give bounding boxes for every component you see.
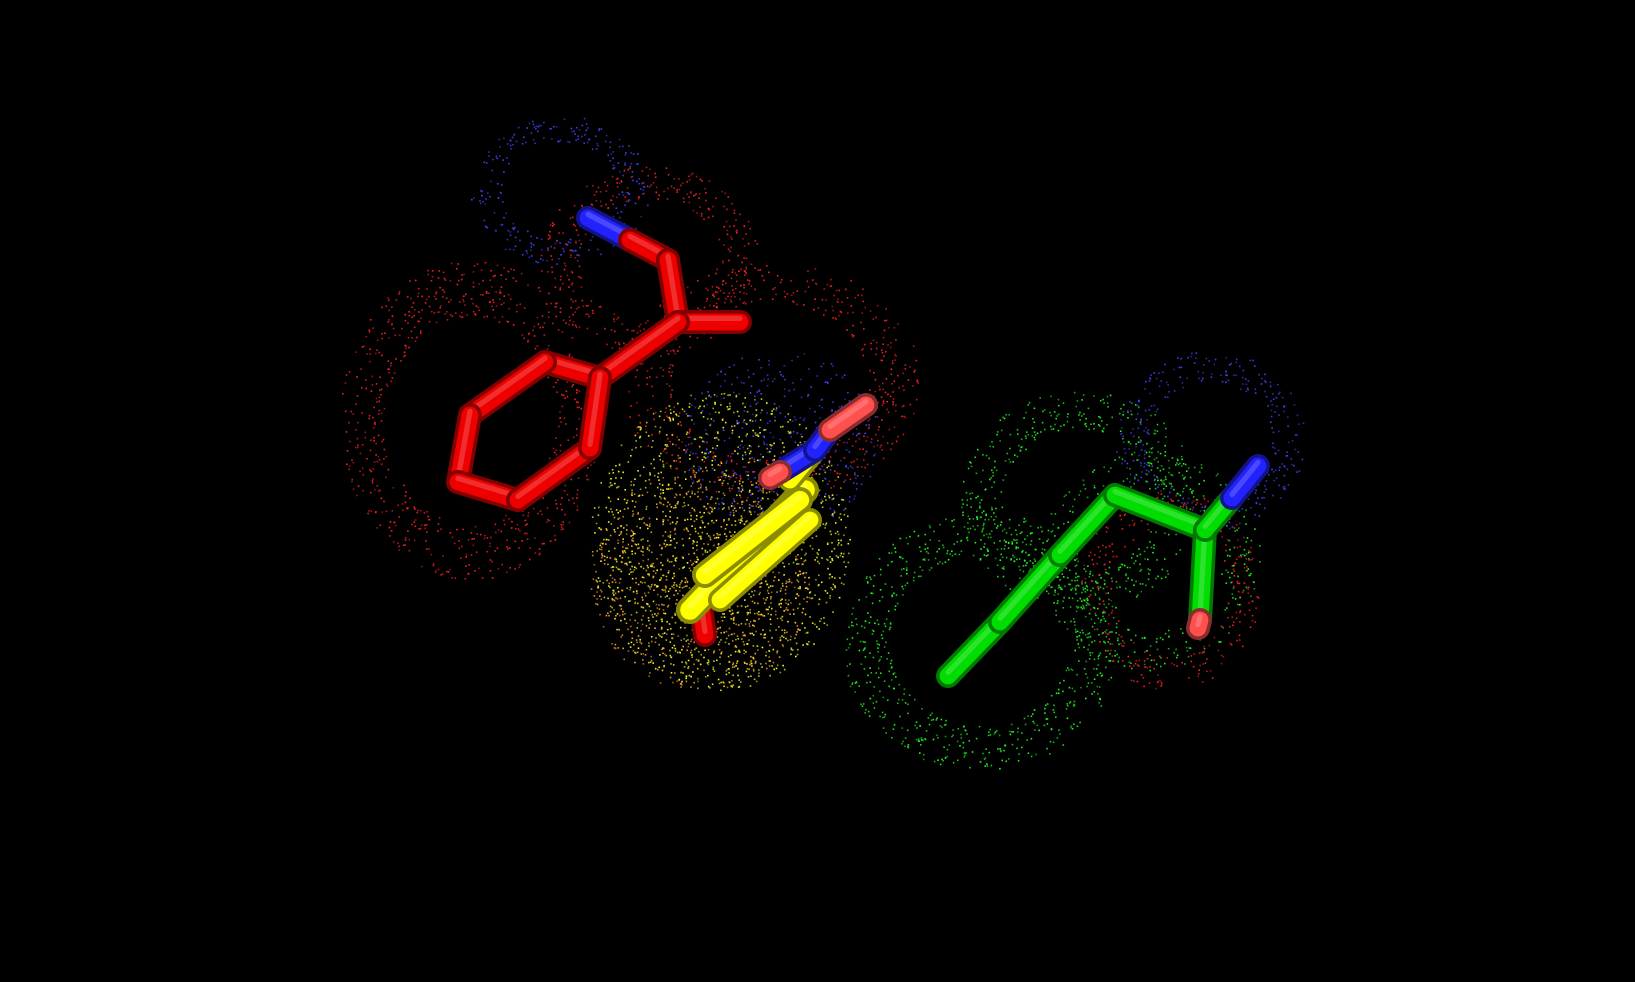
residue-red[interactable] [446, 206, 752, 512]
dot-cloud-green [961, 391, 1201, 609]
residue-yellow[interactable] [676, 393, 878, 647]
dot-cloud-blue [471, 117, 649, 265]
stick-model-layer [446, 206, 1270, 688]
residue-green[interactable] [936, 454, 1270, 688]
